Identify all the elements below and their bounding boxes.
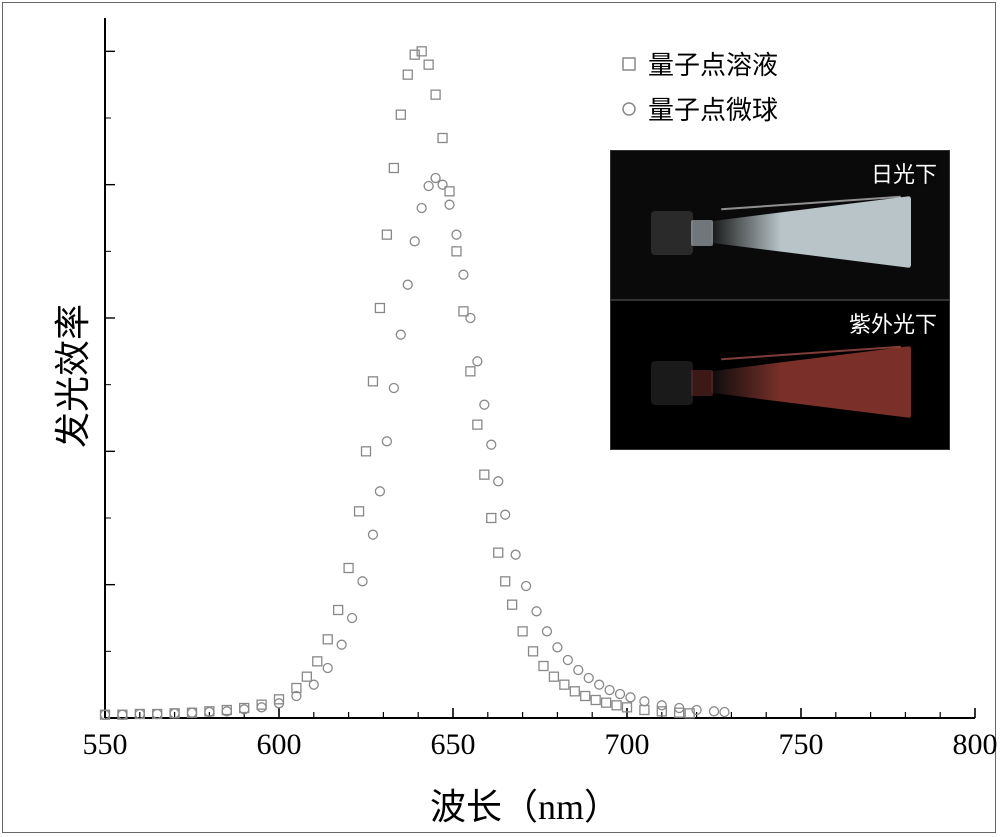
circle-marker-icon <box>620 100 638 118</box>
legend-item: 量子点微球 <box>620 90 778 127</box>
vial-neck <box>691 370 713 396</box>
figure-container: 发光效率 550600650700750800 波长（nm） 量子点溶液量子点微… <box>0 0 1000 837</box>
vial-cap <box>651 361 693 405</box>
x-tick-label: 600 <box>257 728 302 762</box>
x-tick-label: 650 <box>431 728 476 762</box>
x-tick-label: 550 <box>83 728 128 762</box>
vial-cap <box>651 211 693 255</box>
inset-photos: 日光下紫外光下 <box>610 150 950 450</box>
x-tick-label: 700 <box>605 728 650 762</box>
inset-photo-label: 日光下 <box>871 157 937 189</box>
inset-photo-label: 紫外光下 <box>849 307 937 339</box>
x-tick-label: 750 <box>779 728 824 762</box>
inset-photo: 紫外光下 <box>610 300 950 450</box>
x-axis-label: 波长（nm） <box>430 778 620 830</box>
inset-photo: 日光下 <box>610 150 950 300</box>
square-marker-icon <box>620 55 638 73</box>
legend-label: 量子点溶液 <box>648 45 778 82</box>
vial-neck <box>691 220 713 246</box>
legend: 量子点溶液量子点微球 <box>620 45 778 127</box>
legend-label: 量子点微球 <box>648 90 778 127</box>
x-tick-label: 800 <box>953 728 998 762</box>
legend-item: 量子点溶液 <box>620 45 778 82</box>
